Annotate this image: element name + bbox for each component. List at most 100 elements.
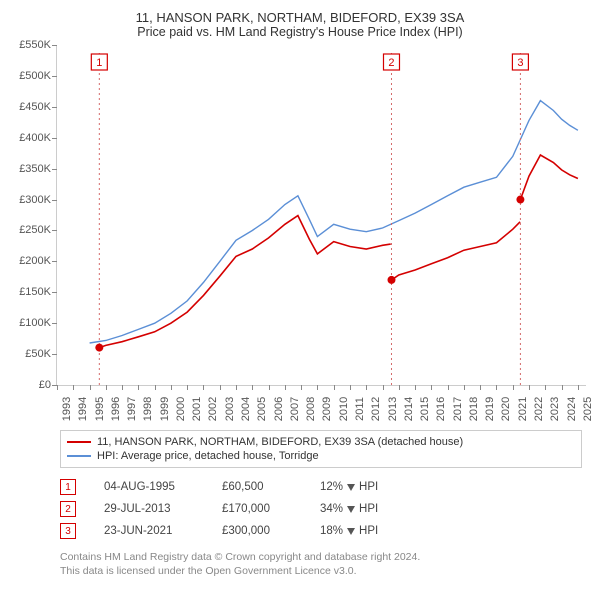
x-tick-label: 1994 — [77, 397, 89, 421]
x-tick-label: 2004 — [240, 397, 252, 421]
sale-row-date: 04-AUG-1995 — [104, 481, 194, 493]
sale-row-diff-pct: 12% — [320, 481, 343, 493]
y-tick-label: £550K — [7, 39, 51, 51]
sale-row-date: 29-JUL-2013 — [104, 503, 194, 515]
y-tick-label: £150K — [7, 286, 51, 298]
x-tick-label: 2008 — [305, 397, 317, 421]
sale-row-diff-pct: 18% — [320, 525, 343, 537]
x-tick-label: 1993 — [61, 397, 73, 421]
y-tick-label: £500K — [7, 70, 51, 82]
chart-title-line1: 11, HANSON PARK, NORTHAM, BIDEFORD, EX39… — [4, 10, 596, 25]
x-tick-mark — [350, 385, 351, 390]
x-tick-mark — [122, 385, 123, 390]
sale-row: 3 23-JUN-2021 £300,000 18% HPI — [60, 520, 582, 542]
x-tick-label: 1995 — [94, 397, 106, 421]
x-tick-label: 2016 — [435, 397, 447, 421]
x-tick-mark — [578, 385, 579, 390]
x-tick-label: 2007 — [289, 397, 301, 421]
sale-row-number: 3 — [60, 523, 76, 539]
x-tick-label: 2011 — [354, 397, 366, 421]
sale-marker-number: 3 — [517, 57, 523, 69]
x-tick-mark — [252, 385, 253, 390]
x-tick-label: 1998 — [142, 397, 154, 421]
sale-row: 229-JUL-2013£170,00034%HPI — [60, 498, 582, 520]
x-tick-label: 2024 — [566, 397, 578, 421]
x-tick-mark — [73, 385, 74, 390]
y-tick-label: £50K — [7, 348, 51, 360]
x-tick-mark — [236, 385, 237, 390]
arrow-down-icon — [347, 528, 355, 535]
x-tick-mark — [431, 385, 432, 390]
x-tick-label: 1999 — [159, 397, 171, 421]
chart-container: 11, HANSON PARK, NORTHAM, BIDEFORD, EX39… — [0, 0, 600, 590]
x-tick-mark — [269, 385, 270, 390]
x-tick-mark — [106, 385, 107, 390]
x-tick-label: 2013 — [387, 397, 399, 421]
legend-swatch — [67, 441, 91, 443]
sale-row-price: £60,500 — [222, 481, 292, 493]
sale-row-diff-suffix: HPI — [359, 503, 378, 515]
y-tick-label: £200K — [7, 255, 51, 267]
sale-marker-dot — [387, 276, 395, 284]
x-tick-mark — [317, 385, 318, 390]
y-tick-label: £0 — [7, 379, 51, 391]
x-tick-label: 2009 — [321, 397, 333, 421]
y-tick-label: £100K — [7, 317, 51, 329]
x-tick-label: 2006 — [273, 397, 285, 421]
x-tick-mark — [496, 385, 497, 390]
sale-row-price: £300,000 — [222, 525, 292, 537]
x-tick-label: 2017 — [452, 397, 464, 421]
sale-row-diff-suffix: HPI — [359, 525, 378, 537]
x-tick-label: 2015 — [419, 397, 431, 421]
x-tick-mark — [203, 385, 204, 390]
x-tick-label: 2018 — [468, 397, 480, 421]
x-tick-label: 2001 — [191, 397, 203, 421]
plot-area: 123 £0£50K£100K£150K£200K£250K£300K£350K… — [56, 45, 586, 386]
x-tick-mark — [187, 385, 188, 390]
x-tick-mark — [57, 385, 58, 390]
x-tick-mark — [366, 385, 367, 390]
x-tick-mark — [513, 385, 514, 390]
y-tick-label: £350K — [7, 163, 51, 175]
x-tick-mark — [415, 385, 416, 390]
footer-attribution: Contains HM Land Registry data © Crown c… — [60, 550, 582, 578]
legend-box: 11, HANSON PARK, NORTHAM, BIDEFORD, EX39… — [60, 430, 582, 468]
footer-line2: This data is licensed under the Open Gov… — [60, 564, 582, 578]
x-tick-mark — [220, 385, 221, 390]
sale-row-date: 23-JUN-2021 — [104, 525, 194, 537]
sale-marker-dot — [95, 344, 103, 352]
x-tick-label: 2020 — [500, 397, 512, 421]
x-tick-mark — [562, 385, 563, 390]
footer-line1: Contains HM Land Registry data © Crown c… — [60, 550, 582, 564]
sale-row-diff: 34% HPI — [320, 503, 378, 515]
legend-row: HPI: Average price, detached house, Torr… — [67, 449, 575, 463]
x-tick-mark — [138, 385, 139, 390]
sale-marker-number: 2 — [388, 57, 394, 69]
sale-marker-number: 1 — [96, 57, 102, 69]
x-tick-label: 2021 — [517, 397, 529, 421]
x-tick-mark — [285, 385, 286, 390]
y-tick-label: £450K — [7, 101, 51, 113]
x-tick-label: 2019 — [484, 397, 496, 421]
x-tick-label: 1997 — [126, 397, 138, 421]
sale-row-diff-pct: 34% — [320, 503, 343, 515]
x-tick-label: 2014 — [403, 397, 415, 421]
x-tick-label: 2005 — [256, 397, 268, 421]
sale-row-price: £170,000 — [222, 503, 292, 515]
legend-label: 11, HANSON PARK, NORTHAM, BIDEFORD, EX39… — [97, 436, 463, 448]
sale-row-number: 1 — [60, 479, 76, 495]
x-tick-mark — [464, 385, 465, 390]
hpi-line — [90, 101, 578, 343]
x-tick-mark — [301, 385, 302, 390]
x-tick-mark — [171, 385, 172, 390]
legend-row: 11, HANSON PARK, NORTHAM, BIDEFORD, EX39… — [67, 435, 575, 449]
sale-row: 104-AUG-1995£60,50012%HPI — [60, 476, 582, 498]
x-tick-mark — [545, 385, 546, 390]
y-tick-label: £300K — [7, 194, 51, 206]
x-tick-mark — [448, 385, 449, 390]
x-tick-mark — [529, 385, 530, 390]
chart-svg: 1 2 3 — [57, 45, 586, 385]
x-tick-label: 1996 — [110, 397, 122, 421]
x-tick-label: 2022 — [533, 397, 545, 421]
x-tick-mark — [383, 385, 384, 390]
